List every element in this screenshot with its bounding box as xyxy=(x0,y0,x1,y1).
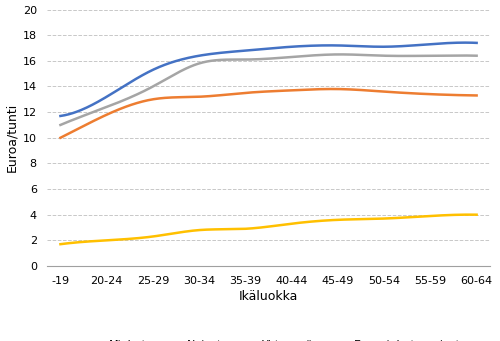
Miehet xyxy=(474,41,480,45)
Ero miehet - naiset xyxy=(434,213,440,218)
Naiset xyxy=(305,88,311,92)
Naiset xyxy=(58,136,64,140)
Naiset xyxy=(329,87,335,91)
Miehet xyxy=(434,42,440,46)
Yhteensä xyxy=(58,123,64,127)
Ero miehet - naiset xyxy=(312,219,318,223)
Miehet xyxy=(462,41,468,45)
Line: Miehet: Miehet xyxy=(60,43,476,116)
Naiset xyxy=(410,91,416,95)
Miehet xyxy=(312,44,318,48)
Yhteensä xyxy=(337,53,343,57)
Yhteensä xyxy=(312,53,318,57)
Ero miehet - naiset xyxy=(305,220,311,224)
Miehet xyxy=(59,114,65,118)
Ero miehet - naiset xyxy=(408,215,414,219)
Yhteensä xyxy=(410,54,416,58)
Miehet xyxy=(304,44,310,48)
Line: Yhteensä: Yhteensä xyxy=(60,55,476,125)
Yhteensä xyxy=(436,54,442,58)
Miehet xyxy=(408,44,414,48)
Naiset xyxy=(436,92,442,97)
Yhteensä xyxy=(305,54,311,58)
Yhteensä xyxy=(304,54,310,58)
Ero miehet - naiset xyxy=(58,242,64,246)
X-axis label: Ikäluokka: Ikäluokka xyxy=(239,290,298,303)
Miehet xyxy=(305,44,311,48)
Yhteensä xyxy=(474,54,480,58)
Naiset xyxy=(304,88,310,92)
Y-axis label: Euroa/tunti: Euroa/tunti xyxy=(6,103,18,173)
Legend: Miehet, Naiset, Yhteensä, Ero miehet - naiset: Miehet, Naiset, Yhteensä, Ero miehet - n… xyxy=(72,336,464,341)
Ero miehet - naiset xyxy=(59,242,65,246)
Yhteensä xyxy=(59,122,65,127)
Ero miehet - naiset xyxy=(466,212,472,217)
Line: Ero miehet - naiset: Ero miehet - naiset xyxy=(60,214,476,244)
Miehet xyxy=(58,114,64,118)
Naiset xyxy=(59,135,65,139)
Ero miehet - naiset xyxy=(474,213,480,217)
Line: Naiset: Naiset xyxy=(60,89,476,138)
Ero miehet - naiset xyxy=(304,220,310,224)
Naiset xyxy=(312,87,318,91)
Naiset xyxy=(474,93,480,98)
